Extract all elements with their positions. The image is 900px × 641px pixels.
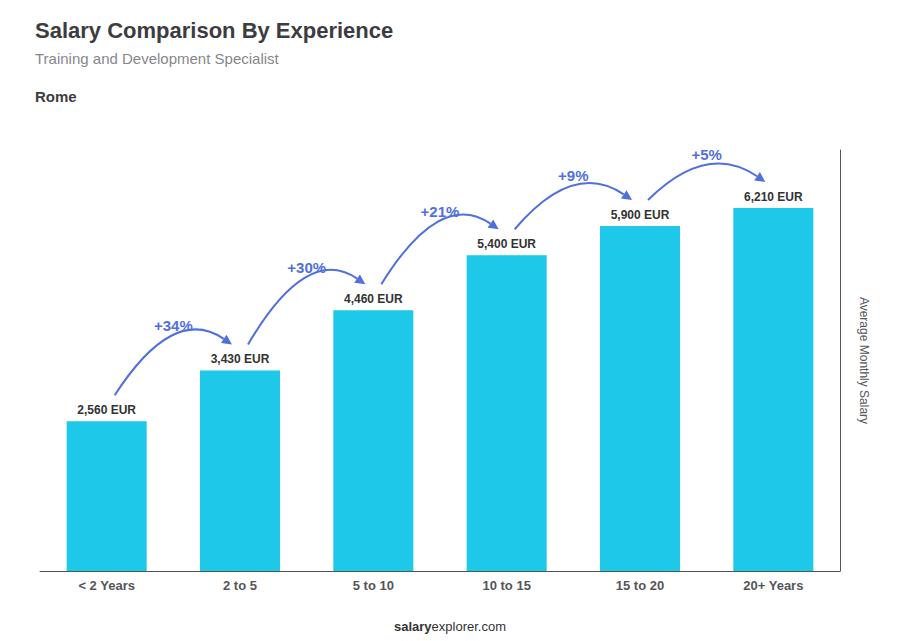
svg-text:20+ Years: 20+ Years: [743, 578, 803, 593]
svg-text:Training and Development Speci: Training and Development Specialist: [35, 50, 280, 67]
svg-text:+34%: +34%: [154, 317, 193, 334]
svg-text:Salary Comparison By Experienc: Salary Comparison By Experience: [35, 18, 393, 43]
svg-text:10 to 15: 10 to 15: [482, 578, 530, 593]
svg-text:+21%: +21%: [421, 203, 460, 220]
svg-text:+9%: +9%: [558, 167, 588, 184]
svg-text:Rome: Rome: [35, 88, 77, 105]
svg-text:2,560 EUR: 2,560 EUR: [77, 403, 136, 417]
svg-text:6,210 EUR: 6,210 EUR: [744, 190, 803, 204]
svg-text:3,430 EUR: 3,430 EUR: [211, 352, 270, 366]
svg-text:5,400 EUR: 5,400 EUR: [477, 237, 536, 251]
svg-text:15 to 20: 15 to 20: [616, 578, 664, 593]
svg-text:4,460 EUR: 4,460 EUR: [344, 292, 403, 306]
svg-text:5 to 10: 5 to 10: [353, 578, 394, 593]
svg-text:2 to 5: 2 to 5: [223, 578, 257, 593]
svg-text:salary: salary: [394, 619, 432, 634]
svg-text:explorer.com: explorer.com: [432, 619, 506, 634]
svg-text:+30%: +30%: [287, 259, 326, 276]
svg-text:< 2 Years: < 2 Years: [78, 578, 135, 593]
svg-text:5,900 EUR: 5,900 EUR: [611, 208, 670, 222]
svg-text:Average Monthly Salary: Average Monthly Salary: [857, 297, 871, 424]
svg-text:+5%: +5%: [691, 146, 721, 163]
